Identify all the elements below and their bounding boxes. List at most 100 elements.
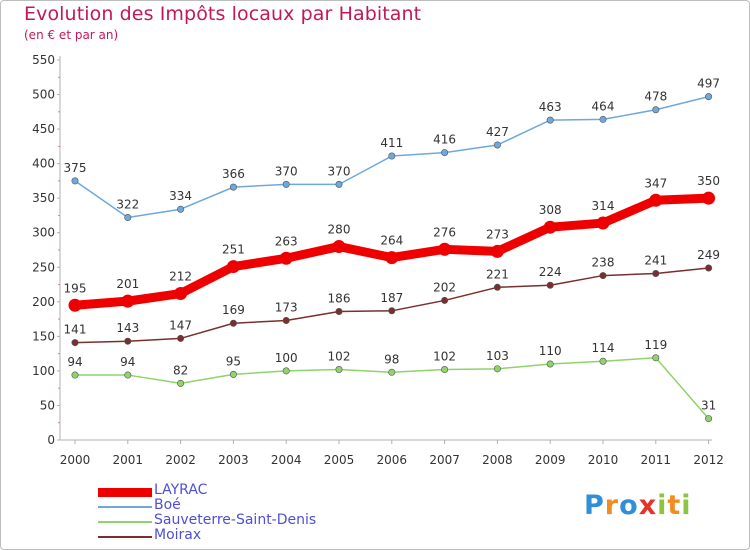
data-label-layrac: 350 (697, 174, 720, 188)
data-point-boe (546, 116, 554, 124)
data-label-boe: 370 (275, 164, 298, 178)
x-tick-label: 2005 (324, 453, 355, 467)
x-tick-label: 2002 (165, 453, 196, 467)
data-label-sauveterre-saint-denis: 82 (173, 363, 188, 377)
y-tick-label: 150 (32, 329, 55, 343)
logo-letter: o (619, 490, 639, 521)
data-point-moirax (441, 296, 449, 304)
y-tick-label: 50 (40, 398, 55, 412)
data-label-layrac: 201 (116, 277, 139, 291)
data-point-boe (124, 214, 132, 222)
data-label-moirax: 173 (275, 300, 298, 314)
data-point-layrac (649, 193, 663, 207)
data-point-sauveterre-saint-denis (177, 379, 185, 387)
data-point-sauveterre-saint-denis (282, 367, 290, 375)
data-label-boe: 427 (486, 125, 509, 139)
y-tick-label: 250 (32, 260, 55, 274)
data-point-boe (441, 149, 449, 157)
data-point-boe (388, 152, 396, 160)
data-point-boe (71, 177, 79, 185)
series-line-sauveterre-saint-denis (74, 357, 710, 420)
logo-letter: t (667, 490, 682, 521)
legend-item: LAYRAC (98, 482, 358, 499)
data-point-sauveterre-saint-denis (493, 365, 501, 373)
data-point-boe (493, 141, 501, 149)
legend-item: Moirax (98, 527, 358, 544)
data-point-layrac (438, 242, 452, 256)
data-label-sauveterre-saint-denis: 102 (433, 350, 456, 364)
logo-letter: i (657, 490, 668, 521)
data-label-moirax: 241 (644, 253, 667, 267)
data-label-boe: 464 (592, 99, 615, 113)
data-label-layrac: 273 (486, 227, 509, 241)
data-label-layrac: 276 (433, 225, 456, 239)
chart-title: Evolution des Impôts locaux par Habitant (24, 3, 422, 25)
logo-letter: r (604, 490, 620, 521)
data-point-layrac (543, 220, 557, 234)
data-point-sauveterre-saint-denis (388, 368, 396, 376)
data-label-moirax: 186 (328, 291, 351, 305)
data-label-sauveterre-saint-denis: 103 (486, 349, 509, 363)
x-tick-label: 2010 (588, 453, 619, 467)
data-label-moirax: 143 (116, 321, 139, 335)
data-label-sauveterre-saint-denis: 95 (226, 354, 241, 368)
data-point-layrac (174, 287, 188, 301)
data-point-sauveterre-saint-denis (441, 366, 449, 374)
data-point-boe (177, 205, 185, 213)
x-tick-label: 2003 (218, 453, 249, 467)
chart-legend: LAYRAC Boé Sauveterre-Saint-Denis Moirax (98, 482, 358, 544)
data-point-sauveterre-saint-denis (546, 360, 554, 368)
y-tick-label: 200 (32, 295, 55, 309)
data-point-sauveterre-saint-denis (229, 370, 237, 378)
data-label-layrac: 195 (64, 281, 87, 295)
data-label-layrac: 251 (222, 243, 245, 257)
y-tick-label: 500 (32, 88, 55, 102)
data-point-sauveterre-saint-denis (124, 371, 132, 379)
data-label-sauveterre-saint-denis: 98 (384, 352, 399, 366)
data-point-layrac (385, 251, 399, 265)
data-point-moirax (71, 339, 79, 347)
data-point-layrac (68, 298, 82, 312)
data-point-moirax (493, 283, 501, 291)
data-label-layrac: 212 (169, 270, 192, 284)
y-tick-label: 0 (47, 433, 55, 447)
data-label-sauveterre-saint-denis: 94 (120, 355, 135, 369)
legend-swatch (98, 506, 152, 508)
data-point-boe (599, 115, 607, 123)
data-label-moirax: 141 (64, 323, 87, 337)
data-point-layrac (226, 260, 240, 274)
legend-label: Moirax (154, 527, 202, 543)
legend-item: Sauveterre-Saint-Denis (98, 512, 358, 529)
data-label-boe: 478 (644, 90, 667, 104)
data-label-moirax: 147 (169, 318, 192, 332)
proxiti-logo: Proxiti (584, 490, 692, 521)
data-label-moirax: 221 (486, 267, 509, 281)
data-point-layrac (702, 191, 716, 205)
data-point-boe (705, 93, 713, 101)
x-tick-label: 2012 (693, 453, 724, 467)
data-label-sauveterre-saint-denis: 100 (275, 351, 298, 365)
x-tick-label: 2008 (482, 453, 513, 467)
data-point-boe (335, 180, 343, 188)
data-point-sauveterre-saint-denis (71, 371, 79, 379)
data-label-moirax: 187 (380, 291, 403, 305)
data-label-sauveterre-saint-denis: 110 (539, 344, 562, 358)
logo-letter: i (681, 490, 692, 521)
data-label-boe: 334 (169, 189, 192, 203)
logo-letter: P (584, 490, 605, 521)
data-label-layrac: 280 (328, 223, 351, 237)
data-point-layrac (490, 244, 504, 258)
data-point-boe (282, 180, 290, 188)
x-tick-label: 2009 (535, 453, 566, 467)
data-label-boe: 366 (222, 167, 245, 181)
legend-swatch (98, 536, 152, 538)
y-tick-label: 400 (32, 157, 55, 171)
x-tick-label: 2001 (113, 453, 144, 467)
y-tick-label: 100 (32, 364, 55, 378)
data-point-moirax (282, 316, 290, 324)
data-point-moirax (599, 272, 607, 280)
data-point-moirax (124, 337, 132, 345)
data-label-boe: 416 (433, 133, 456, 147)
data-point-sauveterre-saint-denis (652, 354, 660, 362)
data-label-sauveterre-saint-denis: 119 (644, 338, 667, 352)
